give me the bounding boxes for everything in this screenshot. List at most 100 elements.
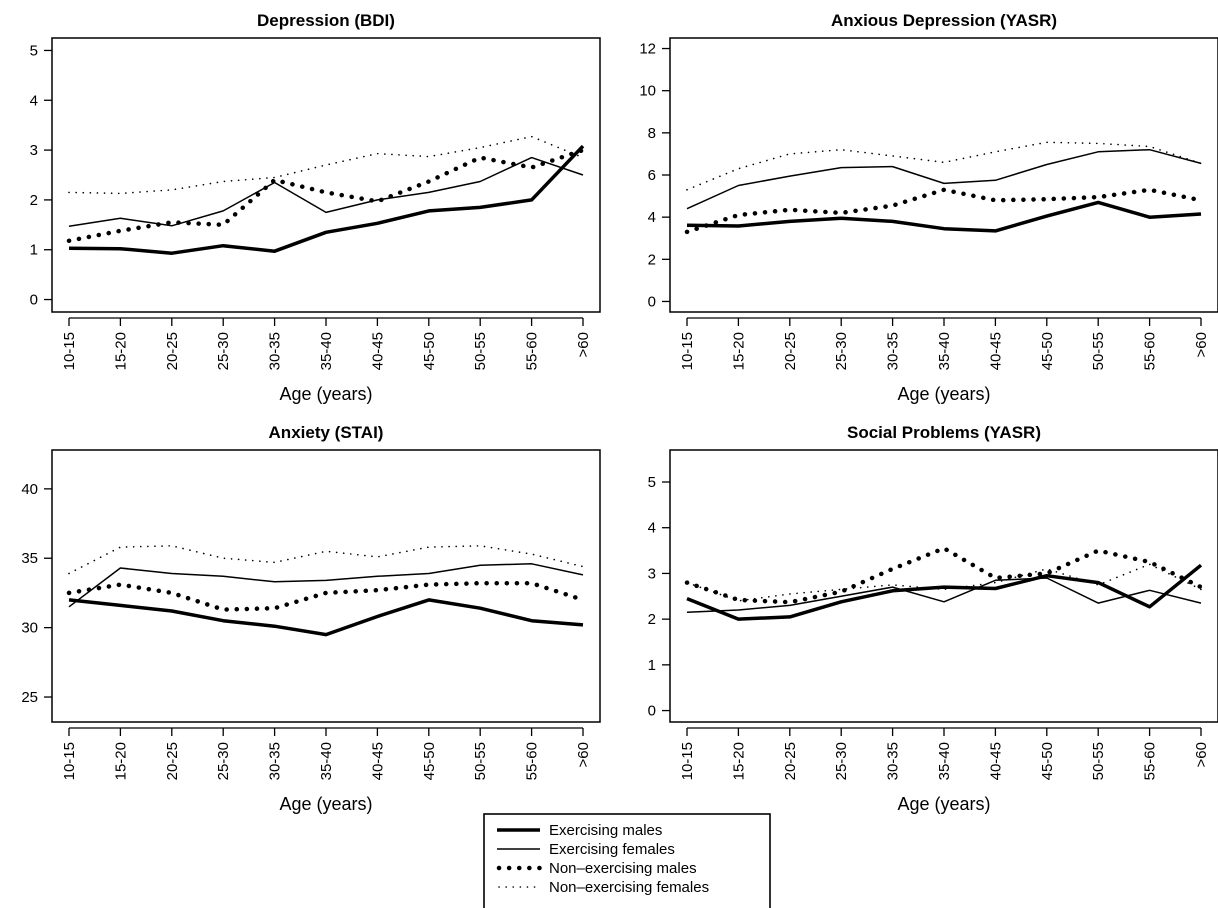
- x-tick-label: 30-35: [885, 332, 902, 370]
- legend-label-exercising-males: Exercising males: [549, 822, 662, 839]
- x-tick-label: 30-35: [267, 332, 284, 370]
- y-tick-label: 5: [648, 474, 656, 491]
- x-tick-label: 15-20: [730, 742, 747, 780]
- x-tick-label: 35-40: [318, 742, 335, 780]
- x-tick-label: 10-15: [679, 742, 696, 780]
- x-tick-label: 55-60: [1142, 332, 1159, 370]
- y-tick-label: 2: [30, 192, 38, 209]
- series-line-exercising-males: [68, 598, 584, 637]
- y-tick-label: 12: [639, 41, 656, 58]
- x-tick-label: 40-45: [369, 332, 386, 370]
- x-tick-label: 10-15: [61, 332, 78, 370]
- chart-panel: Anxious Depression (YASR) 0 2 4 6 8 10 12 10-15 1…: [639, 11, 1218, 404]
- x-tick-label: 15-20: [112, 332, 129, 370]
- y-tick-label: 35: [21, 550, 38, 567]
- y-tick-label: 4: [30, 92, 38, 109]
- plot-frame: [51, 37, 601, 313]
- x-tick-label: >60: [575, 742, 592, 767]
- y-tick-label: 1: [648, 657, 656, 674]
- x-tick-label: 40-45: [369, 742, 386, 780]
- chart-panel: Anxiety (STAI) 25 30 35 40 10-15 15-20 20-25 25-…: [21, 423, 601, 814]
- x-tick-label: 50-55: [472, 332, 489, 370]
- x-tick-label: 25-30: [215, 742, 232, 780]
- x-tick-label: 35-40: [936, 742, 953, 780]
- x-axis-label: Age (years): [279, 794, 372, 814]
- y-tick-label: 25: [21, 689, 38, 706]
- y-tick-label: 3: [648, 565, 656, 582]
- x-tick-label: 10-15: [61, 742, 78, 780]
- y-tick-label: 8: [648, 125, 656, 142]
- legend-label-non-exercising-males: Non–exercising males: [549, 860, 697, 877]
- plot-frame: [669, 37, 1218, 313]
- x-tick-label: >60: [1193, 742, 1210, 767]
- x-tick-label: 50-55: [1090, 332, 1107, 370]
- chart-title: Social Problems (YASR): [847, 423, 1041, 442]
- x-tick-label: 45-50: [1039, 742, 1056, 780]
- series-line-exercising-females: [68, 156, 584, 228]
- legend: Exercising males Exercising females Non–…: [483, 813, 771, 908]
- x-tick-label: 10-15: [679, 332, 696, 370]
- series-line-exercising-males: [686, 563, 1203, 621]
- plot-frame: [669, 449, 1218, 723]
- series-line-non-exercising-females: [68, 544, 584, 575]
- x-tick-label: 15-20: [112, 742, 129, 780]
- x-tick-label: 45-50: [1039, 332, 1056, 370]
- series-line-exercising-females: [68, 563, 584, 608]
- y-tick-label: 0: [30, 292, 38, 309]
- series-line-non-exercising-males: [66, 147, 586, 244]
- x-tick-label: 40-45: [987, 742, 1004, 780]
- chart-panel: Social Problems (YASR) 0 1 2 3 4 5 10-15 15-20 20…: [648, 423, 1218, 814]
- legend-label-non-exercising-females: Non–exercising females: [549, 879, 709, 896]
- series-line-non-exercising-males: [684, 187, 1204, 235]
- series-line-non-exercising-females: [68, 135, 584, 195]
- y-tick-label: 0: [648, 293, 656, 310]
- series-line-exercising-females: [686, 148, 1202, 210]
- x-tick-label: 20-25: [164, 332, 181, 370]
- x-tick-label: 20-25: [782, 742, 799, 780]
- x-axis-label: Age (years): [279, 384, 372, 404]
- y-tick-label: 1: [30, 242, 38, 259]
- y-tick-label: 10: [639, 83, 656, 100]
- series-line-exercising-females: [686, 577, 1202, 614]
- x-tick-label: 35-40: [318, 332, 335, 370]
- x-axis-label: Age (years): [897, 384, 990, 404]
- y-tick-label: 5: [30, 42, 38, 59]
- x-tick-label: 55-60: [1142, 742, 1159, 780]
- y-tick-label: 3: [30, 142, 38, 159]
- x-axis-label: Age (years): [897, 794, 990, 814]
- x-tick-label: 45-50: [421, 742, 438, 780]
- y-tick-label: 40: [21, 481, 38, 498]
- x-tick-label: 25-30: [833, 742, 850, 780]
- x-tick-label: 35-40: [936, 332, 953, 370]
- x-tick-label: >60: [1193, 332, 1210, 357]
- y-tick-label: 2: [648, 251, 656, 268]
- x-tick-label: 45-50: [421, 332, 438, 370]
- y-tick-label: 2: [648, 611, 656, 628]
- x-tick-label: 50-55: [472, 742, 489, 780]
- x-tick-label: 55-60: [524, 742, 541, 780]
- x-tick-label: 30-35: [885, 742, 902, 780]
- x-tick-label: 15-20: [730, 332, 747, 370]
- x-tick-label: 40-45: [987, 332, 1004, 370]
- series-line-exercising-males: [686, 200, 1202, 233]
- y-tick-label: 6: [648, 167, 656, 184]
- chart-title: Anxiety (STAI): [269, 423, 384, 442]
- x-tick-label: >60: [575, 332, 592, 357]
- x-tick-label: 55-60: [524, 332, 541, 370]
- y-tick-label: 4: [648, 209, 656, 226]
- series-line-non-exercising-males: [66, 580, 586, 612]
- y-tick-label: 30: [21, 620, 38, 637]
- x-tick-label: 25-30: [833, 332, 850, 370]
- series-line-exercising-males: [68, 144, 585, 255]
- plot-frame: [51, 449, 601, 723]
- legend-label-exercising-females: Exercising females: [549, 841, 675, 858]
- chart-panel: Depression (BDI) 0 1 2 3 4 5 10-15 15-20 20-25 25-…: [30, 11, 601, 404]
- x-tick-label: 20-25: [164, 742, 181, 780]
- chart-title: Anxious Depression (YASR): [831, 11, 1057, 30]
- x-tick-label: 25-30: [215, 332, 232, 370]
- y-tick-label: 4: [648, 520, 656, 537]
- x-tick-label: 30-35: [267, 742, 284, 780]
- y-tick-label: 0: [648, 703, 656, 720]
- chart-title: Depression (BDI): [257, 11, 395, 30]
